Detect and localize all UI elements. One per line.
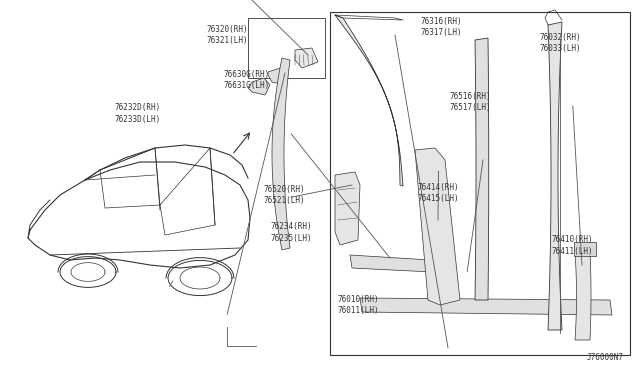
Text: 76232D(RH)
76233D(LH): 76232D(RH) 76233D(LH) — [115, 103, 161, 124]
Polygon shape — [350, 255, 432, 272]
Polygon shape — [575, 250, 591, 340]
Polygon shape — [335, 15, 403, 186]
Bar — [330, 12, 630, 355]
Text: 76010(RH)
76011(LH): 76010(RH) 76011(LH) — [337, 295, 380, 315]
Polygon shape — [268, 68, 288, 85]
Text: 76032(RH)
76033(LH): 76032(RH) 76033(LH) — [539, 33, 581, 53]
Polygon shape — [548, 22, 562, 330]
Text: 76320(RH)
76321(LH): 76320(RH) 76321(LH) — [206, 25, 248, 45]
Text: 76630G(RH)
76631G(LH): 76630G(RH) 76631G(LH) — [223, 70, 269, 90]
Text: J76000N7: J76000N7 — [587, 353, 624, 362]
Polygon shape — [272, 58, 290, 250]
Text: 76520(RH)
76521(LH): 76520(RH) 76521(LH) — [264, 185, 306, 205]
Polygon shape — [360, 298, 612, 315]
Polygon shape — [248, 78, 270, 95]
Text: 76234(RH)
76235(LH): 76234(RH) 76235(LH) — [270, 222, 312, 243]
Bar — [248, 18, 325, 78]
Polygon shape — [335, 172, 360, 245]
Polygon shape — [475, 38, 489, 300]
Polygon shape — [295, 48, 318, 68]
Text: 76516(RH)
76517(LH): 76516(RH) 76517(LH) — [449, 92, 492, 112]
Text: 76410(RH)
76411(LH): 76410(RH) 76411(LH) — [552, 235, 594, 256]
Text: 76414(RH)
76415(LH): 76414(RH) 76415(LH) — [417, 183, 460, 203]
Bar — [574, 242, 596, 256]
Polygon shape — [415, 148, 460, 305]
Text: 76316(RH)
76317(LH): 76316(RH) 76317(LH) — [420, 17, 463, 37]
